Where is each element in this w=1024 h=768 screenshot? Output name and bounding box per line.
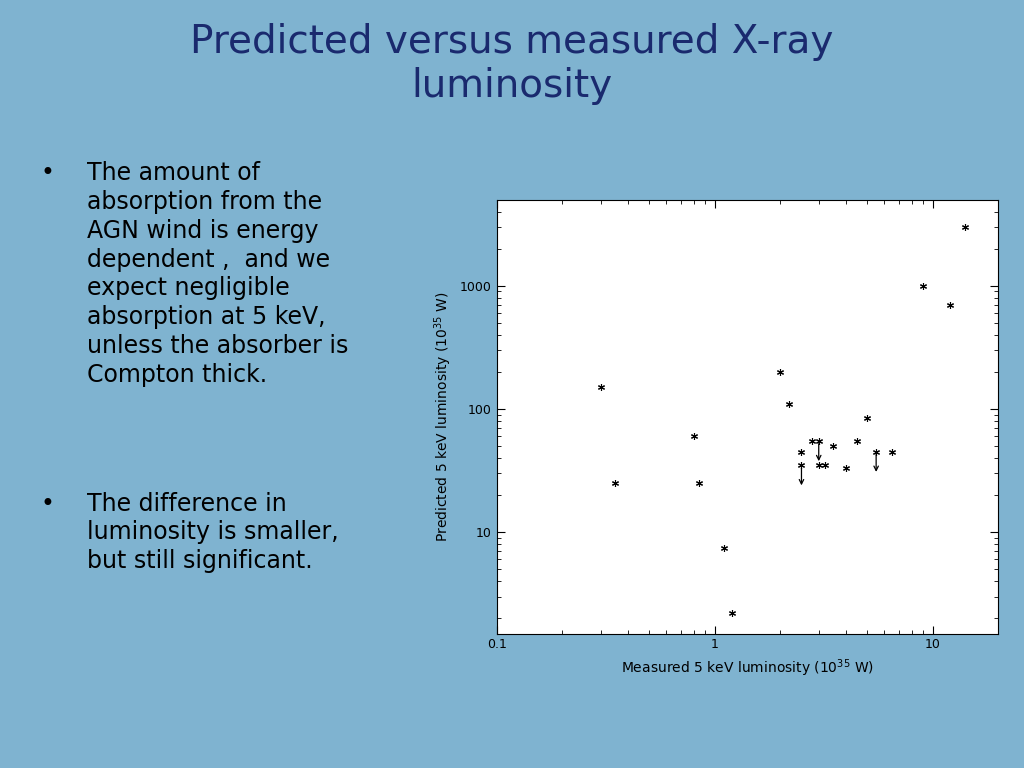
Text: Predicted versus measured X-ray
luminosity: Predicted versus measured X-ray luminosi… [190, 23, 834, 105]
X-axis label: Measured 5 keV luminosity (10$^{35}$ W): Measured 5 keV luminosity (10$^{35}$ W) [621, 657, 874, 679]
Text: •: • [41, 161, 55, 185]
Text: The difference in
luminosity is smaller,
but still significant.: The difference in luminosity is smaller,… [87, 492, 339, 573]
Y-axis label: Predicted 5 keV luminosity (10$^{35}$ W): Predicted 5 keV luminosity (10$^{35}$ W) [433, 291, 455, 542]
Text: The amount of
absorption from the
AGN wind is energy
dependent ,  and we
expect : The amount of absorption from the AGN wi… [87, 161, 348, 386]
Text: •: • [41, 492, 55, 515]
